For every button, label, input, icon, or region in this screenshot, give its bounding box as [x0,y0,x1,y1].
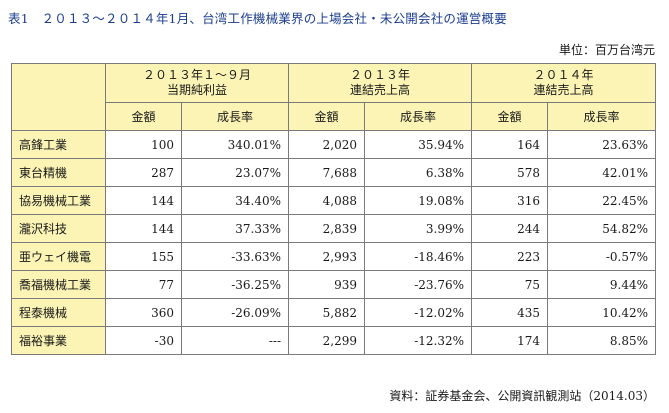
table-cell: 287 [105,158,182,187]
company-name: 協易機械工業 [11,186,106,215]
table-cell: 100 [105,130,182,159]
unit-label: 単位：百万台湾元 [558,43,655,57]
table-body: 高鋒工業 100 340.01% 2,020 35.94% 164 23.63% 東台精機 28… [11,130,657,355]
table-cell: 164 [471,130,549,159]
group-header: ２０１４年 連結売上高 [471,63,657,103]
column-header: 成長率 [180,102,290,131]
table-cell: -36.25% [180,270,290,299]
company-name: 福裕事業 [11,326,106,355]
column-header: 金額 [288,102,366,131]
table-cell: 360 [105,298,182,327]
table-cell: -30 [105,326,182,355]
table-cell: 144 [105,214,182,243]
table-cell: -12.32% [364,326,473,355]
table-row: 協易機械工業 144 34.40% 4,088 19.08% 316 22.45% [11,186,657,215]
table-cell: 23.63% [547,130,657,159]
table-cell: -33.63% [180,242,290,271]
table-title: 表1 ２０１３〜２０１４年1月、台湾工作機械業界の上場会社・未公開会社の運営概要 [8,11,507,26]
group-header-line2: 連結売上高 [350,83,411,97]
table-cell: 6.38% [364,158,473,187]
table-cell: 42.01% [547,158,657,187]
data-table: ２０１３年１〜９月 当期純利益 ２０１３年 連結売上高 ２０１４年 連結売上高 … [11,63,657,355]
company-name: 東台精機 [11,158,106,187]
table-cell: 435 [471,298,549,327]
table-row: 瀧沢科技 144 37.33% 2,839 3.99% 244 54.82% [11,214,657,243]
column-header: 金額 [105,102,182,131]
table-cell: 144 [105,186,182,215]
group-header: ２０１３年１〜９月 当期純利益 [104,63,290,103]
table-cell: 54.82% [547,214,657,243]
table-row: 福裕事業 -30 --- 2,299 -12.32% 174 8.85% [11,326,657,355]
table-cell: -0.57% [547,242,657,271]
table-cell: 2,299 [288,326,366,355]
group-header: ２０１３年 連結売上高 [288,63,473,103]
corner-cell [11,63,106,131]
table-cell: 35.94% [364,130,473,159]
table-cell: 3.99% [364,214,473,243]
table-cell: -12.02% [364,298,473,327]
table-cell: -26.09% [180,298,290,327]
table-cell: 22.45% [547,186,657,215]
group-header-line1: ２０１３年１〜９月 [143,68,252,82]
table-cell: -18.46% [364,242,473,271]
table-cell: 223 [471,242,549,271]
table-cell: 19.08% [364,186,473,215]
table-row: 程泰機械 360 -26.09% 5,882 -12.02% 435 10.42% [11,298,657,327]
table-cell: 8.85% [547,326,657,355]
group-header-line2: 連結売上高 [533,83,594,97]
column-header: 成長率 [547,102,657,131]
table-cell: 9.44% [547,270,657,299]
table-cell: 578 [471,158,549,187]
table-cell: 75 [471,270,549,299]
table-cell: 37.33% [180,214,290,243]
table-row: 高鋒工業 100 340.01% 2,020 35.94% 164 23.63% [11,130,657,159]
column-header: 成長率 [364,102,473,131]
table-cell: 4,088 [288,186,366,215]
table-cell: 244 [471,214,549,243]
company-name: 瀧沢科技 [11,214,106,243]
table-cell: 316 [471,186,549,215]
group-header-line1: ２０１４年 [533,68,594,82]
table-cell: 7,688 [288,158,366,187]
table-cell: 34.40% [180,186,290,215]
group-header-line1: ２０１３年 [350,68,411,82]
company-name: 高鋒工業 [11,130,106,159]
table-cell: 2,839 [288,214,366,243]
group-header-line2: 当期純利益 [167,83,228,97]
company-name: 亜ウェイ機電 [11,242,106,271]
company-name: 程泰機械 [11,298,106,327]
table-cell: 10.42% [547,298,657,327]
table-cell: 5,882 [288,298,366,327]
table-row: 亜ウェイ機電 155 -33.63% 2,993 -18.46% 223 -0.57% [11,242,657,271]
table-cell: 77 [105,270,182,299]
table-cell: 155 [105,242,182,271]
table-cell: -23.76% [364,270,473,299]
company-name: 喬福機械工業 [11,270,106,299]
table-row: 東台精機 287 23.07% 7,688 6.38% 578 42.01% [11,158,657,187]
table-cell: --- [180,326,290,355]
table-cell: 2,020 [288,130,366,159]
table-cell: 939 [288,270,366,299]
table-cell: 340.01% [180,130,290,159]
table-cell: 2,993 [288,242,366,271]
table-cell: 23.07% [180,158,290,187]
source-note: 資料：証券基金会、公開資訊観測站（2014.03） [389,389,655,403]
table-cell: 174 [471,326,549,355]
column-header: 金額 [471,102,549,131]
table-row: 喬福機械工業 77 -36.25% 939 -23.76% 75 9.44% [11,270,657,299]
